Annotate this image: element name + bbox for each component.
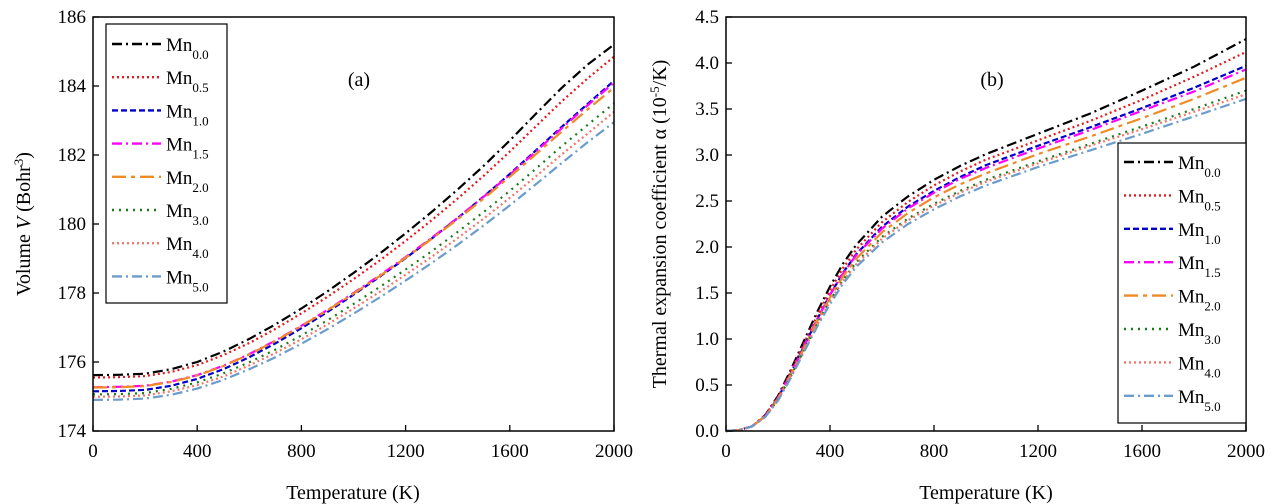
y-tick-label: 0.5 (695, 375, 719, 396)
legend-item-mn-1-0: Mn1.0 (112, 101, 209, 128)
series-line-mn-5-0 (92, 121, 615, 401)
panel-a-y-axis-title: Volume V (Bohr3) (11, 152, 36, 296)
y-tick-label: 174 (58, 421, 87, 442)
legend-item-mn-2-0: Mn2.0 (112, 168, 209, 195)
panel-a-ylabel-close: ) (13, 152, 35, 159)
y-tick-label: 4.5 (695, 7, 719, 28)
panel-a-series-lines (92, 43, 615, 401)
legend-label: Mn0.5 (1178, 186, 1221, 213)
x-tick-label: 0 (88, 441, 98, 462)
legend-item-mn-0-5: Mn0.5 (112, 68, 209, 95)
x-tick-label: 400 (183, 441, 212, 462)
y-tick-label: 1.0 (695, 329, 719, 350)
panel-b-label: (b) (980, 69, 1003, 91)
y-tick-label: 1.5 (695, 283, 719, 304)
panel-b-ylabel-sup: -5 (647, 86, 662, 97)
panel-b-ylabel-close: /K) (649, 60, 671, 87)
x-tick-label: 1200 (387, 441, 425, 462)
legend-item-mn-1-0: Mn1.0 (1124, 220, 1221, 247)
panel-a-y-ticks: 174 176 178 180 182 184 186 (58, 7, 99, 442)
panel-a-legend-box (105, 23, 228, 304)
y-tick-label: 180 (58, 214, 87, 235)
y-tick-label: 3.0 (695, 145, 719, 166)
x-tick-label: 1600 (491, 441, 529, 462)
legend-label: Mn1.0 (166, 101, 209, 128)
legend-label: Mn3.0 (166, 201, 209, 228)
series-line-mn-2-0 (92, 86, 615, 389)
x-tick-label: 800 (920, 441, 949, 462)
y-tick-label: 3.5 (695, 99, 719, 120)
panel-b-legend: Mn0.0 Mn0.5 Mn1.0 Mn1.5 Mn2.0 Mn3.0 Mn4.0 Mn5.0 (1117, 142, 1247, 424)
y-tick-label: 0.0 (695, 421, 719, 442)
legend-item-mn-0-0: Mn0.0 (112, 35, 209, 62)
panel-a-legend: Mn0.0 Mn0.5 Mn1.0 Mn1.5 Mn2.0 Mn3.0 Mn4.0 Mn5.0 (105, 23, 228, 304)
x-tick-label: 0 (721, 441, 731, 462)
legend-item-mn-5-0: Mn5.0 (1124, 387, 1221, 414)
legend-label: Mn5.0 (1178, 387, 1221, 414)
legend-item-mn-0-5: Mn0.5 (1124, 186, 1221, 213)
legend-item-mn-3-0: Mn3.0 (1124, 320, 1221, 347)
y-tick-label: 176 (58, 352, 87, 373)
legend-item-mn-2-0: Mn2.0 (1124, 287, 1221, 314)
x-tick-label: 1600 (1123, 441, 1161, 462)
legend-item-mn-4-0: Mn4.0 (112, 234, 209, 261)
legend-label: Mn2.0 (166, 168, 209, 195)
series-line-mn-5-0 (725, 97, 1247, 433)
series-line-mn-0-0 (92, 43, 615, 377)
legend-item-mn-4-0: Mn4.0 (1124, 353, 1221, 380)
panel-b-x-axis-title: Temperature (K) (919, 482, 1053, 504)
legend-label: Mn2.0 (1178, 287, 1221, 314)
legend-item-mn-5-0: Mn5.0 (112, 267, 209, 294)
legend-label: Mn0.0 (1178, 153, 1221, 180)
series-line-mn-0-5 (725, 51, 1247, 433)
legend-item-mn-1-5: Mn1.5 (1124, 253, 1221, 280)
y-tick-label: 182 (58, 145, 87, 166)
panel-b-thermal-expansion-chart: 0 400 800 1200 1600 2000 0.0 0.5 1.0 1.5 2.0 2.5 3.… (647, 7, 1266, 504)
series-line-mn-1-5 (725, 68, 1247, 433)
panel-b-ylabel-prefix: Thermal expansion coefficient α (10 (649, 97, 671, 388)
y-tick-label: 2.0 (695, 237, 719, 258)
x-tick-label: 2000 (595, 441, 633, 462)
legend-label: Mn1.0 (1178, 220, 1221, 247)
legend-label: Mn1.5 (166, 135, 209, 162)
legend-label: Mn3.0 (1178, 320, 1221, 347)
series-line-mn-4-0 (725, 93, 1247, 433)
legend-item-mn-3-0: Mn3.0 (112, 201, 209, 228)
y-tick-label: 4.0 (695, 53, 719, 74)
panel-a-ylabel-unit: (Bohr (13, 165, 35, 217)
y-tick-label: 184 (58, 76, 87, 97)
panel-b-y-ticks: 0.0 0.5 1.0 1.5 2.0 2.5 3.0 3.5 4.0 4.5 (695, 7, 732, 442)
panel-b-legend-box (1117, 142, 1247, 424)
panel-a-ylabel-sup: 3 (11, 159, 26, 166)
legend-label: Mn4.0 (1178, 353, 1221, 380)
x-tick-label: 2000 (1227, 441, 1265, 462)
series-line-mn-3-0 (92, 102, 615, 396)
panel-a-x-ticks: 0 400 800 1200 1600 2000 (88, 425, 633, 462)
panel-b-series-lines (725, 38, 1247, 433)
legend-label: Mn0.5 (166, 68, 209, 95)
panel-a-volume-chart: 0 400 800 1200 1600 2000 174 176 178 180 182 184 18… (11, 7, 634, 504)
panel-a-label: (a) (348, 69, 370, 91)
y-tick-label: 178 (58, 283, 87, 304)
x-tick-label: 1200 (1019, 441, 1057, 462)
panel-b-y-axis-title: Thermal expansion coefficient α (10-5/K) (647, 60, 672, 389)
panel-a-ylabel-prefix: Volume (13, 229, 35, 296)
panel-a-frame (92, 16, 615, 432)
panel-a-x-axis-title: Temperature (K) (286, 482, 420, 504)
x-tick-label: 800 (287, 441, 316, 462)
y-tick-label: 2.5 (695, 191, 719, 212)
legend-label: Mn1.5 (1178, 253, 1221, 280)
legend-label: Mn0.0 (166, 35, 209, 62)
panel-b-x-ticks: 0 400 800 1200 1600 2000 (721, 425, 1265, 462)
legend-label: Mn5.0 (166, 267, 209, 294)
legend-item-mn-0-0: Mn0.0 (1124, 153, 1221, 180)
x-tick-label: 400 (816, 441, 845, 462)
legend-label: Mn4.0 (166, 234, 209, 261)
panel-a-ylabel-var: V (13, 214, 35, 229)
series-line-mn-0-5 (92, 55, 615, 379)
legend-item-mn-1-5: Mn1.5 (112, 135, 209, 162)
y-tick-label: 186 (58, 7, 87, 28)
